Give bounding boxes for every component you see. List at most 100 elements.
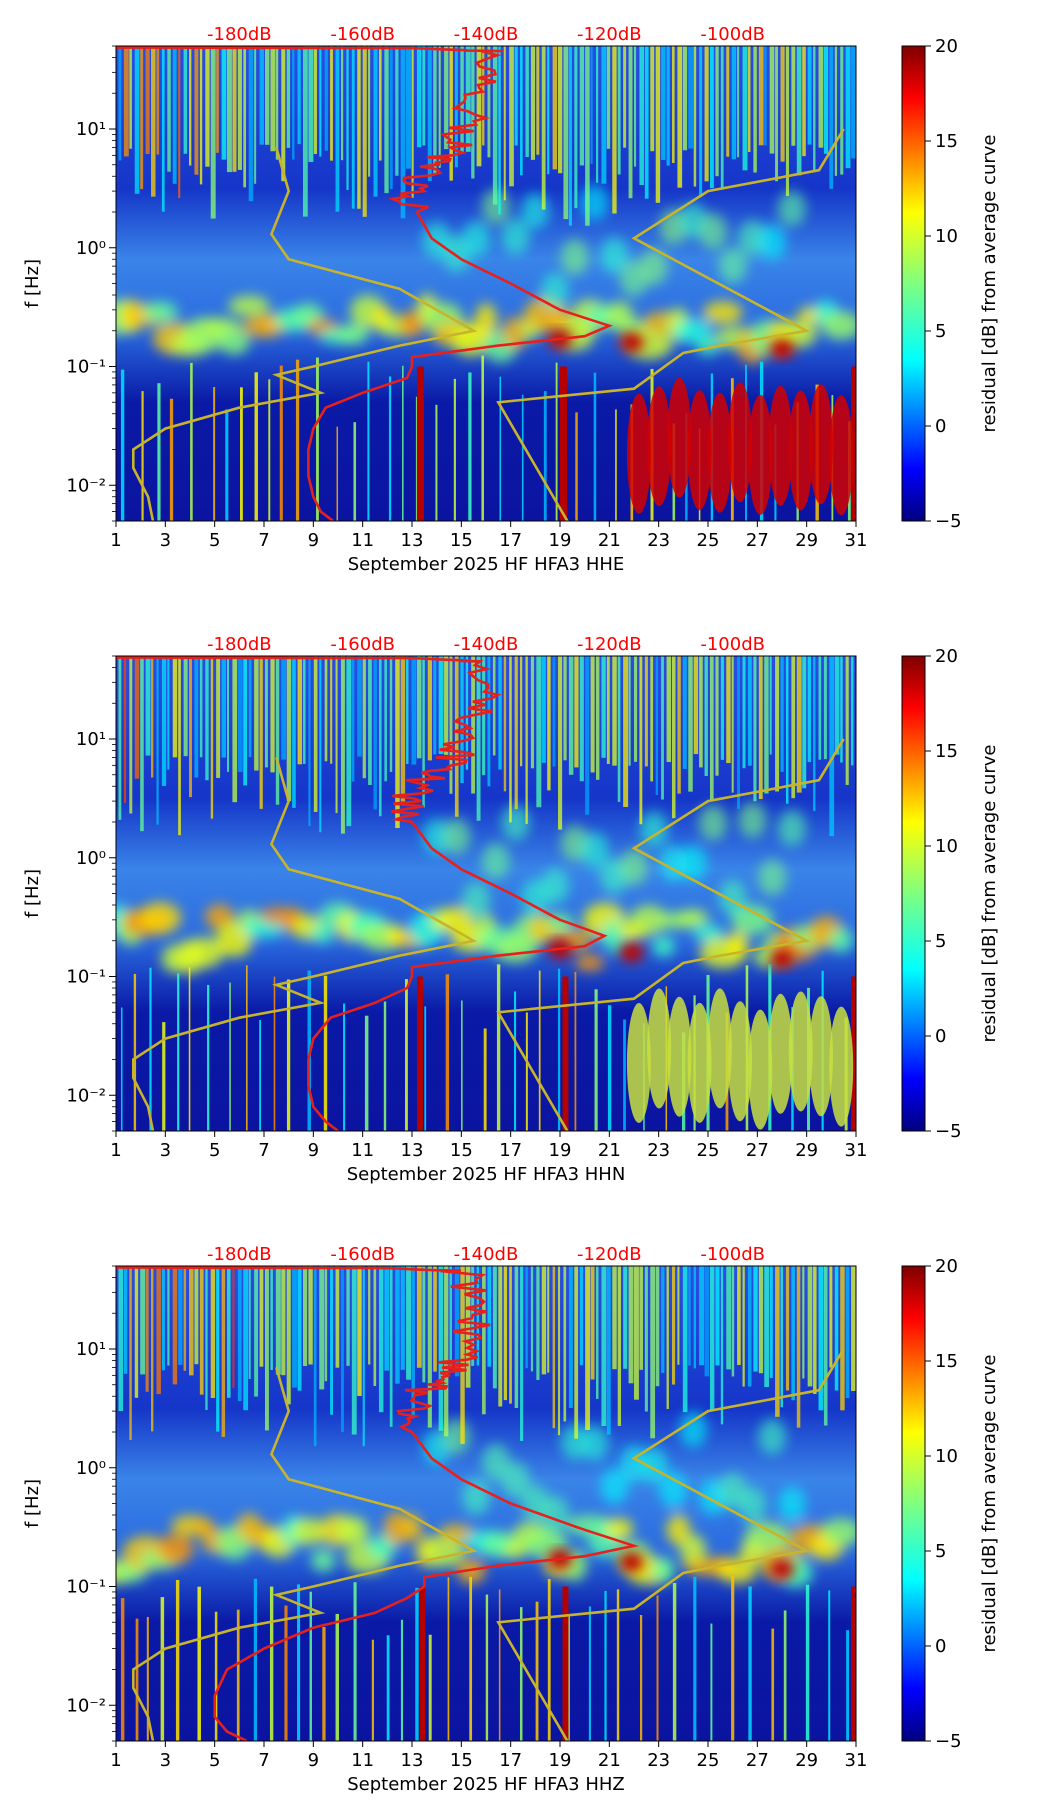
- hf-streak: [243, 46, 247, 188]
- hf-streak: [373, 1266, 377, 1386]
- hot-spot: [770, 1559, 794, 1580]
- hf-streak: [747, 1266, 752, 1387]
- hf-streak: [308, 656, 311, 827]
- hf-streak: [840, 656, 843, 763]
- lf-streak: [447, 1577, 450, 1741]
- lf-streak: [555, 362, 558, 521]
- hf-streak: [796, 656, 802, 793]
- hf-streak: [552, 46, 557, 170]
- top-db-label: -140dB: [454, 24, 519, 45]
- hf-streak: [731, 656, 734, 793]
- hf-streak: [476, 46, 482, 167]
- hf-streak: [688, 1266, 691, 1366]
- hf-streak: [807, 656, 811, 762]
- event-column: [562, 1586, 569, 1741]
- hf-streak: [558, 656, 563, 830]
- hf-streak: [655, 46, 661, 203]
- hf-streak: [639, 656, 643, 825]
- hf-streak: [297, 1266, 302, 1391]
- cloud-blob: [738, 1486, 767, 1523]
- hf-streak: [286, 1266, 291, 1405]
- hf-streak: [444, 1266, 449, 1437]
- hf-streak: [612, 1266, 617, 1370]
- cloud-blob: [718, 879, 747, 916]
- hf-streak: [677, 656, 681, 794]
- hf-streak: [368, 656, 372, 785]
- hf-streak: [547, 46, 550, 175]
- hf-streak: [574, 1266, 579, 1439]
- hf-streak: [769, 656, 772, 755]
- hf-streak: [362, 1266, 365, 1447]
- top-db-label: -120dB: [577, 634, 642, 655]
- hf-streak: [688, 46, 694, 149]
- hf-streak: [813, 46, 816, 171]
- hf-streak: [118, 1266, 124, 1412]
- lf-streak: [309, 1591, 312, 1741]
- swell-lobe: [728, 1001, 753, 1122]
- hf-streak: [520, 46, 523, 176]
- band-blob: [399, 310, 425, 338]
- band-blob: [401, 1514, 423, 1541]
- hf-streak: [259, 656, 263, 809]
- hf-streak: [726, 1266, 732, 1370]
- hf-streak: [145, 46, 150, 155]
- hf-streak: [340, 46, 344, 161]
- x-tick-label: 1: [110, 530, 121, 551]
- x-tick-label: 17: [499, 530, 522, 551]
- x-tick-label: 21: [598, 1750, 621, 1771]
- event-column: [560, 366, 567, 521]
- top-db-label: -180dB: [207, 634, 272, 655]
- lf-streak: [259, 1020, 261, 1131]
- lf-streak: [162, 1022, 166, 1131]
- hf-streak: [400, 656, 406, 802]
- hf-streak: [737, 656, 740, 810]
- hf-streak: [693, 46, 697, 187]
- cloud-blob: [758, 859, 787, 896]
- hf-streak: [802, 1266, 805, 1379]
- x-tick-label: 29: [795, 1750, 818, 1771]
- hf-streak: [346, 1266, 350, 1366]
- band-blob: [205, 904, 235, 930]
- hf-streak: [682, 656, 687, 769]
- lf-streak: [469, 1576, 473, 1741]
- cloud-blob: [620, 849, 648, 886]
- hf-streak: [340, 656, 345, 834]
- swell-lobe: [626, 1002, 651, 1123]
- hf-streak: [769, 1266, 773, 1378]
- band-blob: [139, 902, 182, 934]
- hf-streak: [275, 1266, 281, 1375]
- cloud-blob: [698, 213, 727, 250]
- band-blob: [820, 1518, 856, 1546]
- cloud-blob: [679, 844, 708, 881]
- hf-streak: [753, 1266, 758, 1372]
- hf-streak: [427, 656, 432, 761]
- lf-streaks: [120, 1575, 850, 1741]
- hf-streak: [623, 656, 629, 807]
- x-tick-label: 9: [308, 530, 319, 551]
- hf-streak: [281, 46, 286, 182]
- hf-streak: [378, 656, 382, 817]
- lf-streak: [236, 1609, 240, 1741]
- hot-spot: [619, 1552, 644, 1573]
- microseism-band: [116, 1411, 856, 1588]
- band-blob: [821, 310, 856, 340]
- lf-streak: [656, 1595, 659, 1741]
- hf-streak: [536, 1266, 540, 1380]
- red-curve: [116, 46, 613, 521]
- yellow-curve-left: [132, 147, 478, 521]
- hf-streak: [715, 1266, 720, 1366]
- top-db-label: -120dB: [577, 24, 642, 45]
- lf-streak: [616, 1589, 620, 1741]
- lf-streak: [213, 387, 216, 521]
- x-tick-label: 31: [845, 1140, 868, 1161]
- hf-streaks: [118, 46, 856, 226]
- lf-streak: [120, 369, 125, 521]
- event-column: [851, 1586, 856, 1741]
- hf-streak: [346, 46, 349, 190]
- lf-streak: [353, 422, 357, 521]
- hf-streak: [606, 656, 610, 764]
- hf-streak: [357, 656, 362, 757]
- band-blob: [504, 1540, 528, 1559]
- hf-streak: [227, 46, 232, 173]
- hf-streak: [384, 1266, 390, 1371]
